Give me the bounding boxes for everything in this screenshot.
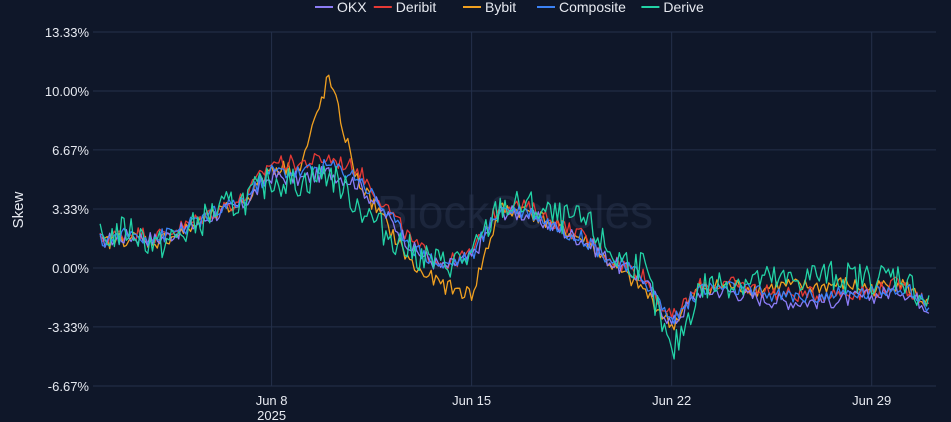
series-line-composite — [99, 158, 930, 325]
x-tick-label: Jun 29 — [852, 393, 891, 408]
y-axis-title: Skew — [10, 191, 27, 228]
series-lines — [99, 74, 930, 360]
y-axis-ticks: 13.33% 10.00% 6.67% 3.33% 0.00% -3.33% -6.67% — [45, 25, 90, 394]
y-tick-label: 10.00% — [45, 84, 90, 99]
legend-label: Deribit — [396, 0, 437, 15]
series-line-derive — [99, 164, 930, 360]
y-tick-label: -3.33% — [48, 320, 90, 335]
legend-label: OKX — [337, 0, 367, 15]
y-tick-label: 6.67% — [52, 143, 89, 158]
legend-item-okx[interactable]: OKX — [315, 0, 367, 15]
legend-label: Derive — [663, 0, 704, 15]
legend-label: Composite — [559, 0, 626, 15]
legend-label: Bybit — [485, 0, 516, 15]
y-tick-label: -6.67% — [48, 379, 90, 394]
legend-item-bybit[interactable]: Bybit — [463, 0, 516, 15]
legend-item-composite[interactable]: Composite — [537, 0, 626, 15]
y-tick-label: 0.00% — [52, 261, 89, 276]
x-tick-label: Jun 22 — [652, 393, 691, 408]
y-tick-label: 3.33% — [52, 202, 89, 217]
legend-item-derive[interactable]: Derive — [641, 0, 704, 15]
legend[interactable]: OKX Deribit Bybit Composite Derive — [315, 0, 704, 15]
y-tick-label: 13.33% — [45, 25, 90, 40]
x-tick-sublabel: 2025 — [257, 408, 286, 422]
x-tick-label: Jun 8 — [256, 393, 288, 408]
x-tick-label: Jun 15 — [452, 393, 491, 408]
legend-item-deribit[interactable]: Deribit — [373, 0, 437, 15]
